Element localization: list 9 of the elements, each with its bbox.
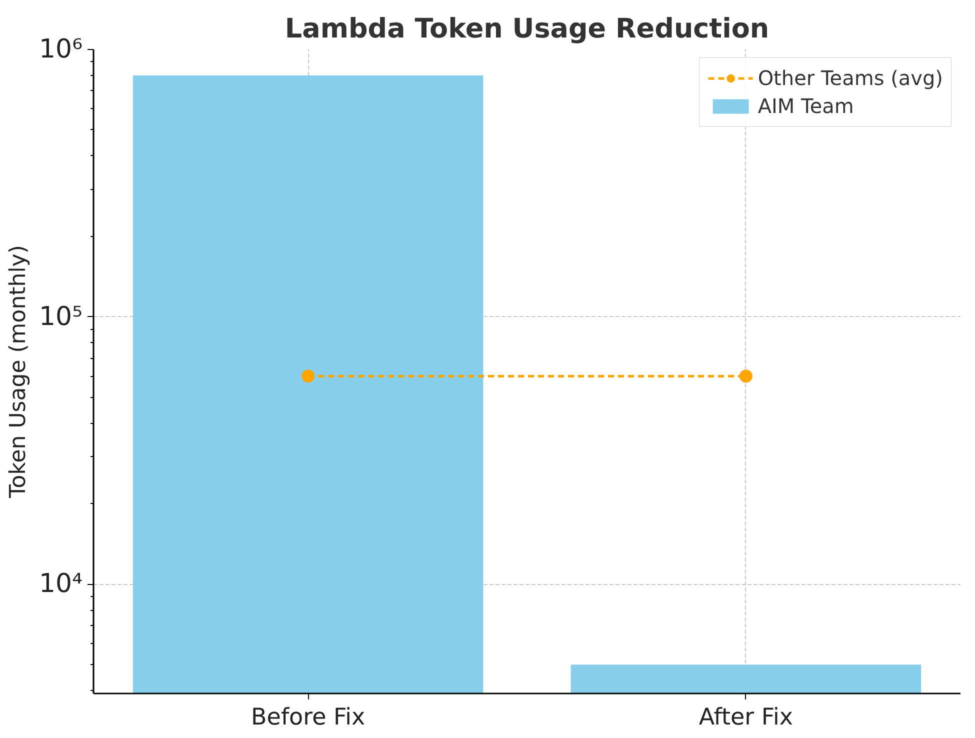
y-axis-title: Token Usage (monthly) (6, 245, 31, 499)
x-tick-label: Before Fix (251, 704, 366, 730)
y-tick-label: 10⁵ (38, 302, 83, 332)
y-tick-label: 10⁴ (38, 569, 83, 600)
x-tick-label: After Fix (698, 704, 793, 730)
y-tick-label: 10⁶ (38, 34, 83, 64)
legend-label: Other Teams (avg) (758, 66, 943, 90)
legend-label: AIM Team (758, 94, 854, 118)
chart-title: Lambda Token Usage Reduction (284, 14, 770, 44)
